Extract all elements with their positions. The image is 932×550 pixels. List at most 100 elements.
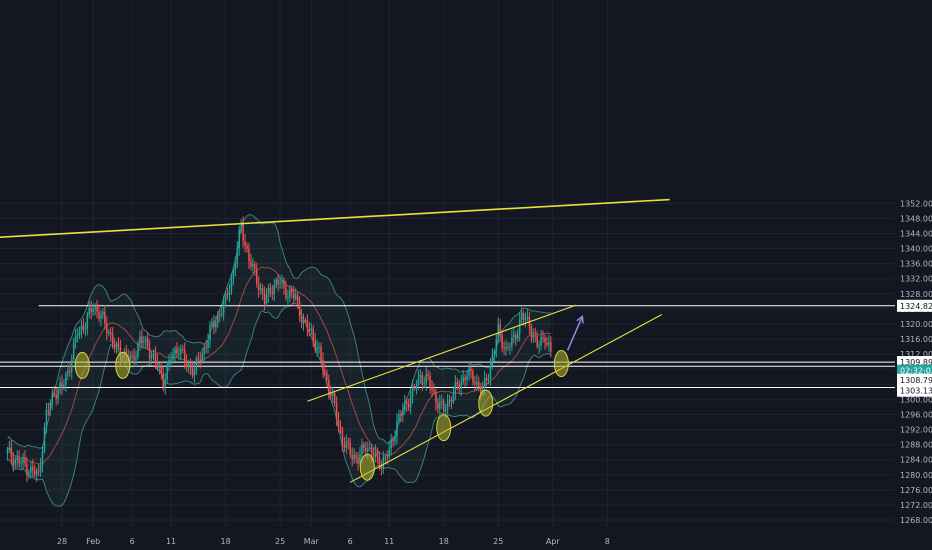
candle-body	[275, 279, 277, 286]
candle-body	[376, 451, 379, 457]
projection-arrow-head[interactable]	[576, 314, 584, 324]
candle-body	[250, 261, 252, 267]
candle-body	[176, 348, 178, 354]
candle-body	[429, 375, 431, 388]
candle-body	[495, 339, 498, 352]
trendline-channel-bottom[interactable]	[349, 314, 663, 483]
candle-body	[100, 314, 102, 319]
touch-point-marker[interactable]	[478, 389, 494, 417]
time-tick-label: Feb	[86, 537, 100, 546]
price-tick-label: 1320.00	[900, 320, 932, 329]
candle-body	[538, 345, 540, 347]
candle-body	[51, 393, 54, 403]
candle-body	[61, 382, 63, 388]
candle-body	[522, 313, 525, 321]
candle-body	[548, 342, 550, 345]
candle-body	[189, 363, 192, 369]
touch-point-marker[interactable]	[115, 351, 131, 379]
candle-body	[530, 326, 533, 338]
candle-body	[431, 387, 433, 391]
candle-body	[53, 393, 55, 395]
price-tick-label: 1292.00	[900, 426, 932, 435]
price-tick-label: 1332.00	[900, 275, 932, 284]
candle-body	[141, 336, 143, 343]
candle-body	[49, 402, 52, 411]
candle-body	[168, 359, 170, 365]
candle-body	[129, 355, 131, 361]
candle-body	[240, 223, 242, 230]
time-tick-label: 6	[130, 537, 135, 546]
price-tag-label: 1309.89	[900, 358, 932, 367]
time-axis-panel[interactable]	[0, 527, 932, 550]
upper-band-line	[7, 214, 551, 449]
candle-body	[65, 374, 67, 385]
candle-body	[215, 323, 217, 328]
candle-body	[238, 229, 240, 249]
candle-body	[70, 359, 73, 373]
price-tick-label: 1336.00	[900, 260, 932, 269]
price-tick-label: 1352.00	[900, 199, 932, 208]
price-tag-label: 1324.82	[900, 302, 932, 311]
candle-body	[458, 384, 461, 389]
candle-body	[244, 240, 246, 246]
time-tick-label: 8	[605, 537, 610, 546]
candle-body	[82, 325, 85, 331]
candle-body	[80, 325, 83, 331]
touch-point-marker[interactable]	[553, 350, 569, 378]
candle-body	[298, 301, 301, 317]
candle-body	[285, 287, 287, 299]
candle-body	[333, 393, 336, 403]
candle-body	[394, 436, 396, 442]
candle-body	[242, 223, 244, 241]
candle-body	[217, 314, 219, 324]
candle-body	[312, 328, 314, 340]
candle-body	[230, 278, 233, 292]
trendline-resistance[interactable]	[0, 198, 670, 239]
touch-point-marker[interactable]	[436, 414, 452, 442]
candle-body	[378, 456, 381, 468]
candle-body	[160, 366, 163, 374]
candle-body	[380, 467, 383, 469]
candle-body	[113, 344, 116, 347]
candle-body	[246, 245, 248, 249]
candle-body	[203, 347, 205, 354]
candle-body	[14, 459, 17, 466]
candle-body	[404, 401, 406, 411]
time-tick-label: 25	[493, 537, 503, 546]
candle-body	[267, 287, 270, 296]
candle-body	[162, 373, 165, 388]
trendline-drawings[interactable]	[0, 198, 670, 483]
candle-body	[304, 320, 307, 322]
candle-body	[178, 353, 180, 355]
candle-body	[137, 343, 139, 358]
candle-body	[368, 447, 371, 449]
candle-body	[349, 442, 351, 455]
candle-body	[367, 448, 369, 452]
candle-body	[365, 448, 367, 452]
candle-body	[35, 470, 38, 475]
candle-body	[254, 263, 256, 270]
bollinger-bands	[7, 214, 552, 507]
candle-body	[191, 368, 194, 376]
touch-point-marker[interactable]	[74, 351, 90, 379]
time-tick-label: 11	[166, 537, 176, 546]
candle-body	[337, 419, 340, 426]
price-axis-panel[interactable]	[895, 0, 932, 550]
candle-body	[199, 359, 202, 362]
candle-body	[546, 342, 548, 345]
candle-body	[283, 280, 285, 288]
candle-body	[63, 384, 65, 388]
candle-body	[452, 393, 455, 402]
projection-arrow-line[interactable]	[566, 316, 584, 351]
candle-body	[460, 382, 462, 389]
candle-body	[407, 404, 410, 408]
trendline-channel-top[interactable]	[307, 304, 577, 402]
candle-body	[289, 289, 291, 298]
touch-point-marker[interactable]	[359, 453, 375, 481]
price-tick-label: 1288.00	[900, 441, 932, 450]
candle-body	[84, 328, 87, 331]
candle-body	[72, 341, 75, 360]
candle-body	[419, 374, 422, 378]
